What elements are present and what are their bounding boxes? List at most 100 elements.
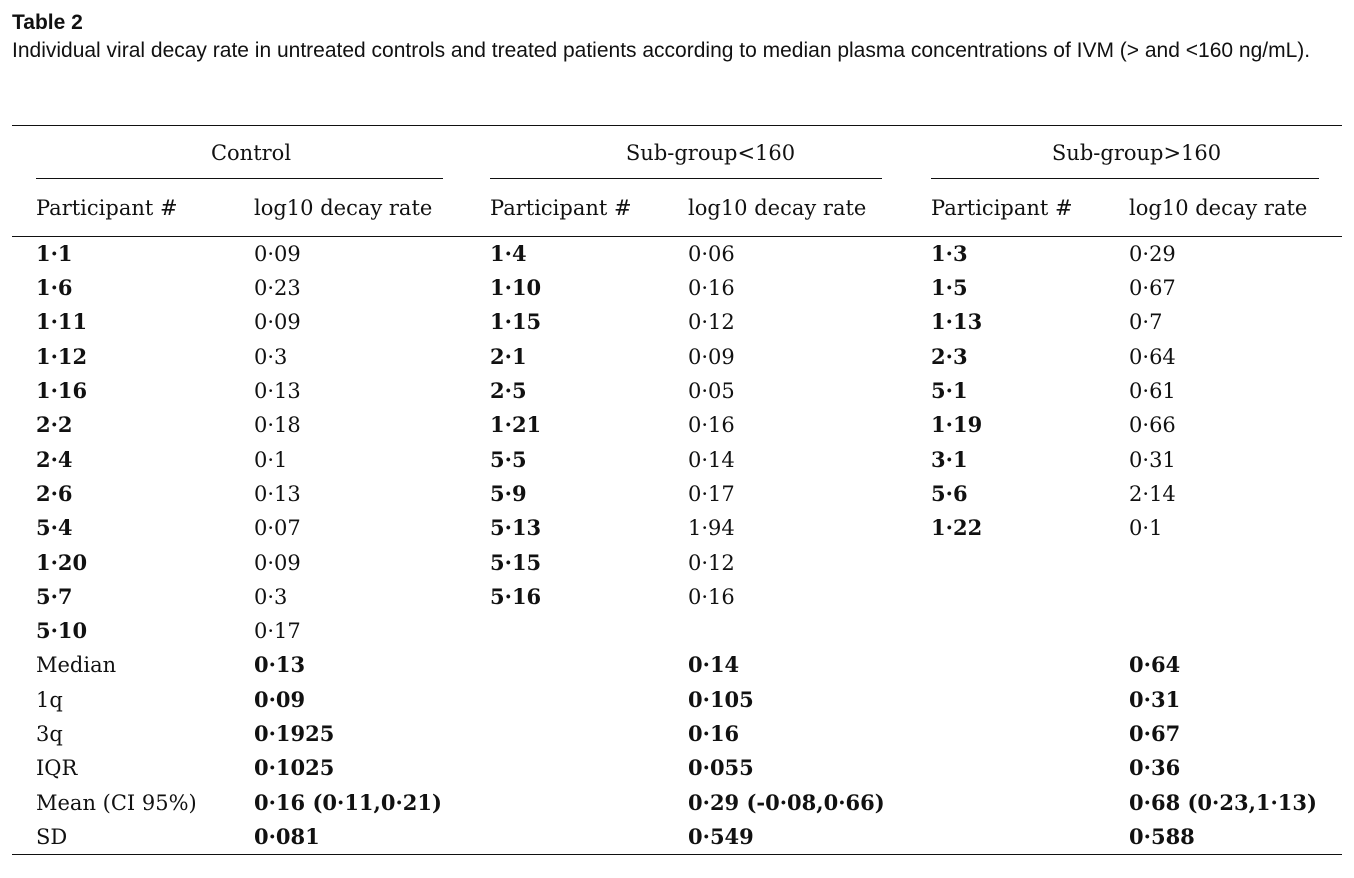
decay-rate-cell (688, 614, 931, 648)
group-header-row: Control Sub-group<160 Sub-group>160 (12, 127, 1342, 179)
table-row: 5·4 0·07 5·13 1·94 1·22 0·1 (12, 511, 1342, 545)
participant-id-cell (931, 580, 1129, 614)
stat-value: 0·588 (1129, 819, 1343, 856)
decay-rate-cell: 0·09 (254, 550, 301, 575)
table-title: Table 2 (12, 11, 83, 34)
empty-cell (931, 751, 1129, 785)
participant-id-cell: 2·2 (36, 412, 73, 438)
table-row: 1·12 0·3 2·1 0·09 2·3 0·64 (12, 340, 1342, 374)
participant-id-cell: 1·21 (490, 412, 542, 438)
decay-rate-cell: 0·09 (254, 310, 301, 335)
column-header: Participant # (12, 179, 254, 237)
empty-cell (931, 819, 1130, 856)
participant-id-cell: 5·6 (931, 480, 968, 506)
participant-id-cell: 1·19 (931, 412, 983, 438)
stat-label: 1q (36, 687, 63, 712)
stat-value: 0·31 (1129, 686, 1181, 712)
table-row: 1·20 0·09 5·15 0·12 (12, 545, 1342, 579)
decay-rate-cell: 0·17 (254, 619, 301, 644)
stat-row: 3q 0·1925 0·16 0·67 (12, 717, 1342, 751)
group-header-control: Control (12, 127, 490, 179)
stat-row: IQR 0·1025 0·055 0·36 (12, 751, 1342, 785)
decay-rate-cell: 0·12 (688, 550, 735, 575)
decay-rate-cell: 0·09 (254, 242, 301, 266)
stat-label: 3q (36, 722, 63, 746)
participant-id-cell: 5·7 (36, 583, 73, 609)
participant-id-cell: 2·5 (490, 378, 527, 404)
decay-rate-cell: 0·13 (254, 379, 301, 404)
stat-value: 0·67 (1129, 721, 1181, 746)
participant-id-cell: 5·9 (490, 480, 527, 506)
decay-rate-cell: 0·3 (254, 584, 288, 609)
participant-id-cell: 5·1 (931, 378, 968, 404)
empty-cell (490, 819, 689, 856)
stat-value: 0·1025 (254, 755, 335, 781)
table-row: 1·16 0·13 2·5 0·05 5·1 0·61 (12, 374, 1342, 408)
participant-id-cell: 1·15 (490, 309, 542, 335)
stat-value: 0·16 (688, 721, 740, 746)
stat-value: 0·13 (254, 652, 306, 678)
participant-id-cell: 5·13 (490, 515, 542, 541)
participant-id-cell (931, 545, 1129, 579)
empty-cell (490, 751, 688, 785)
participant-id-cell: 5·16 (490, 583, 542, 609)
stat-label: Mean (CI 95%) (36, 790, 197, 815)
participant-id-cell: 2·4 (36, 446, 73, 472)
decay-rate-cell: 0·64 (1129, 344, 1176, 369)
empty-cell (931, 648, 1129, 682)
decay-rate-cell: 0·29 (1129, 242, 1176, 266)
participant-id-cell: 5·15 (490, 549, 542, 575)
decay-rate-cell: 0·14 (688, 447, 735, 472)
decay-rate-cell: 0·61 (1129, 379, 1176, 404)
column-header: Participant # (931, 179, 1130, 237)
decay-rate-cell: 0·7 (1129, 310, 1163, 335)
column-header: Participant # (490, 179, 689, 237)
participant-id-cell: 5·5 (490, 446, 527, 472)
stat-value: 0·68 (0·23,1·13) (1129, 789, 1317, 815)
group-underline (490, 178, 883, 179)
empty-cell (931, 785, 1129, 819)
group-label: Control (210, 141, 292, 165)
decay-rate-cell: 0·66 (1129, 413, 1176, 438)
decay-rate-cell: 2·14 (1129, 481, 1176, 506)
decay-rate-cell: 0·07 (254, 516, 301, 541)
stat-value: 0·09 (254, 686, 306, 712)
table-body: Control Sub-group<160 Sub-group>160 Part… (12, 127, 1343, 856)
group-label: Sub-group<160 (625, 141, 796, 165)
table-row: 5·10 0·17 (12, 614, 1342, 648)
table-row: 2·2 0·18 1·21 0·16 1·19 0·66 (12, 408, 1342, 442)
decay-rate-cell: 0·16 (688, 413, 735, 438)
table-row: 1·11 0·09 1·15 0·12 1·13 0·7 (12, 305, 1342, 339)
decay-rate-cell: 0·17 (688, 481, 735, 506)
stat-value: 0·055 (688, 755, 754, 781)
table-row: 2·4 0·1 5·5 0·14 3·1 0·31 (12, 442, 1342, 476)
stat-label: SD (12, 819, 254, 856)
column-header-row: Participant # log10 decay rate Participa… (12, 179, 1343, 237)
participant-id-cell: 1·13 (931, 309, 983, 335)
participant-id-cell: 1·6 (36, 275, 73, 301)
stat-label: IQR (36, 756, 78, 781)
table-container: Table 2 Individual viral decay rate in u… (12, 10, 1343, 856)
data-table: Control Sub-group<160 Sub-group>160 Part… (12, 127, 1343, 856)
decay-rate-cell: 0·09 (688, 344, 735, 369)
stat-value: 0·36 (1129, 755, 1181, 781)
top-rule (12, 125, 1342, 126)
stat-value: 0·105 (688, 686, 754, 712)
participant-id-cell: 1·10 (490, 275, 542, 301)
column-header: log10 decay rate (688, 179, 932, 237)
participant-id-cell: 1·11 (36, 309, 88, 335)
decay-rate-cell (1129, 545, 1342, 579)
participant-id-cell: 2·3 (931, 343, 968, 369)
table-caption: Individual viral decay rate in untreated… (12, 39, 1311, 62)
stat-row: Mean (CI 95%) 0·16 (0·11,0·21) 0·29 (-0·08… (12, 785, 1342, 819)
stat-row: SD 0·081 0·549 0·588 (12, 819, 1343, 856)
column-header: log10 decay rate (254, 179, 491, 237)
empty-cell (931, 717, 1129, 751)
table-row: 5·7 0·3 5·16 0·16 (12, 580, 1342, 614)
participant-id-cell: 1·12 (36, 343, 88, 369)
decay-rate-cell: 0·3 (254, 344, 288, 369)
decay-rate-cell: 0·23 (254, 276, 301, 301)
participant-id-cell: 1·20 (36, 549, 88, 575)
group-header-sub-gt160: Sub-group>160 (931, 127, 1342, 179)
participant-id-cell (490, 614, 688, 648)
